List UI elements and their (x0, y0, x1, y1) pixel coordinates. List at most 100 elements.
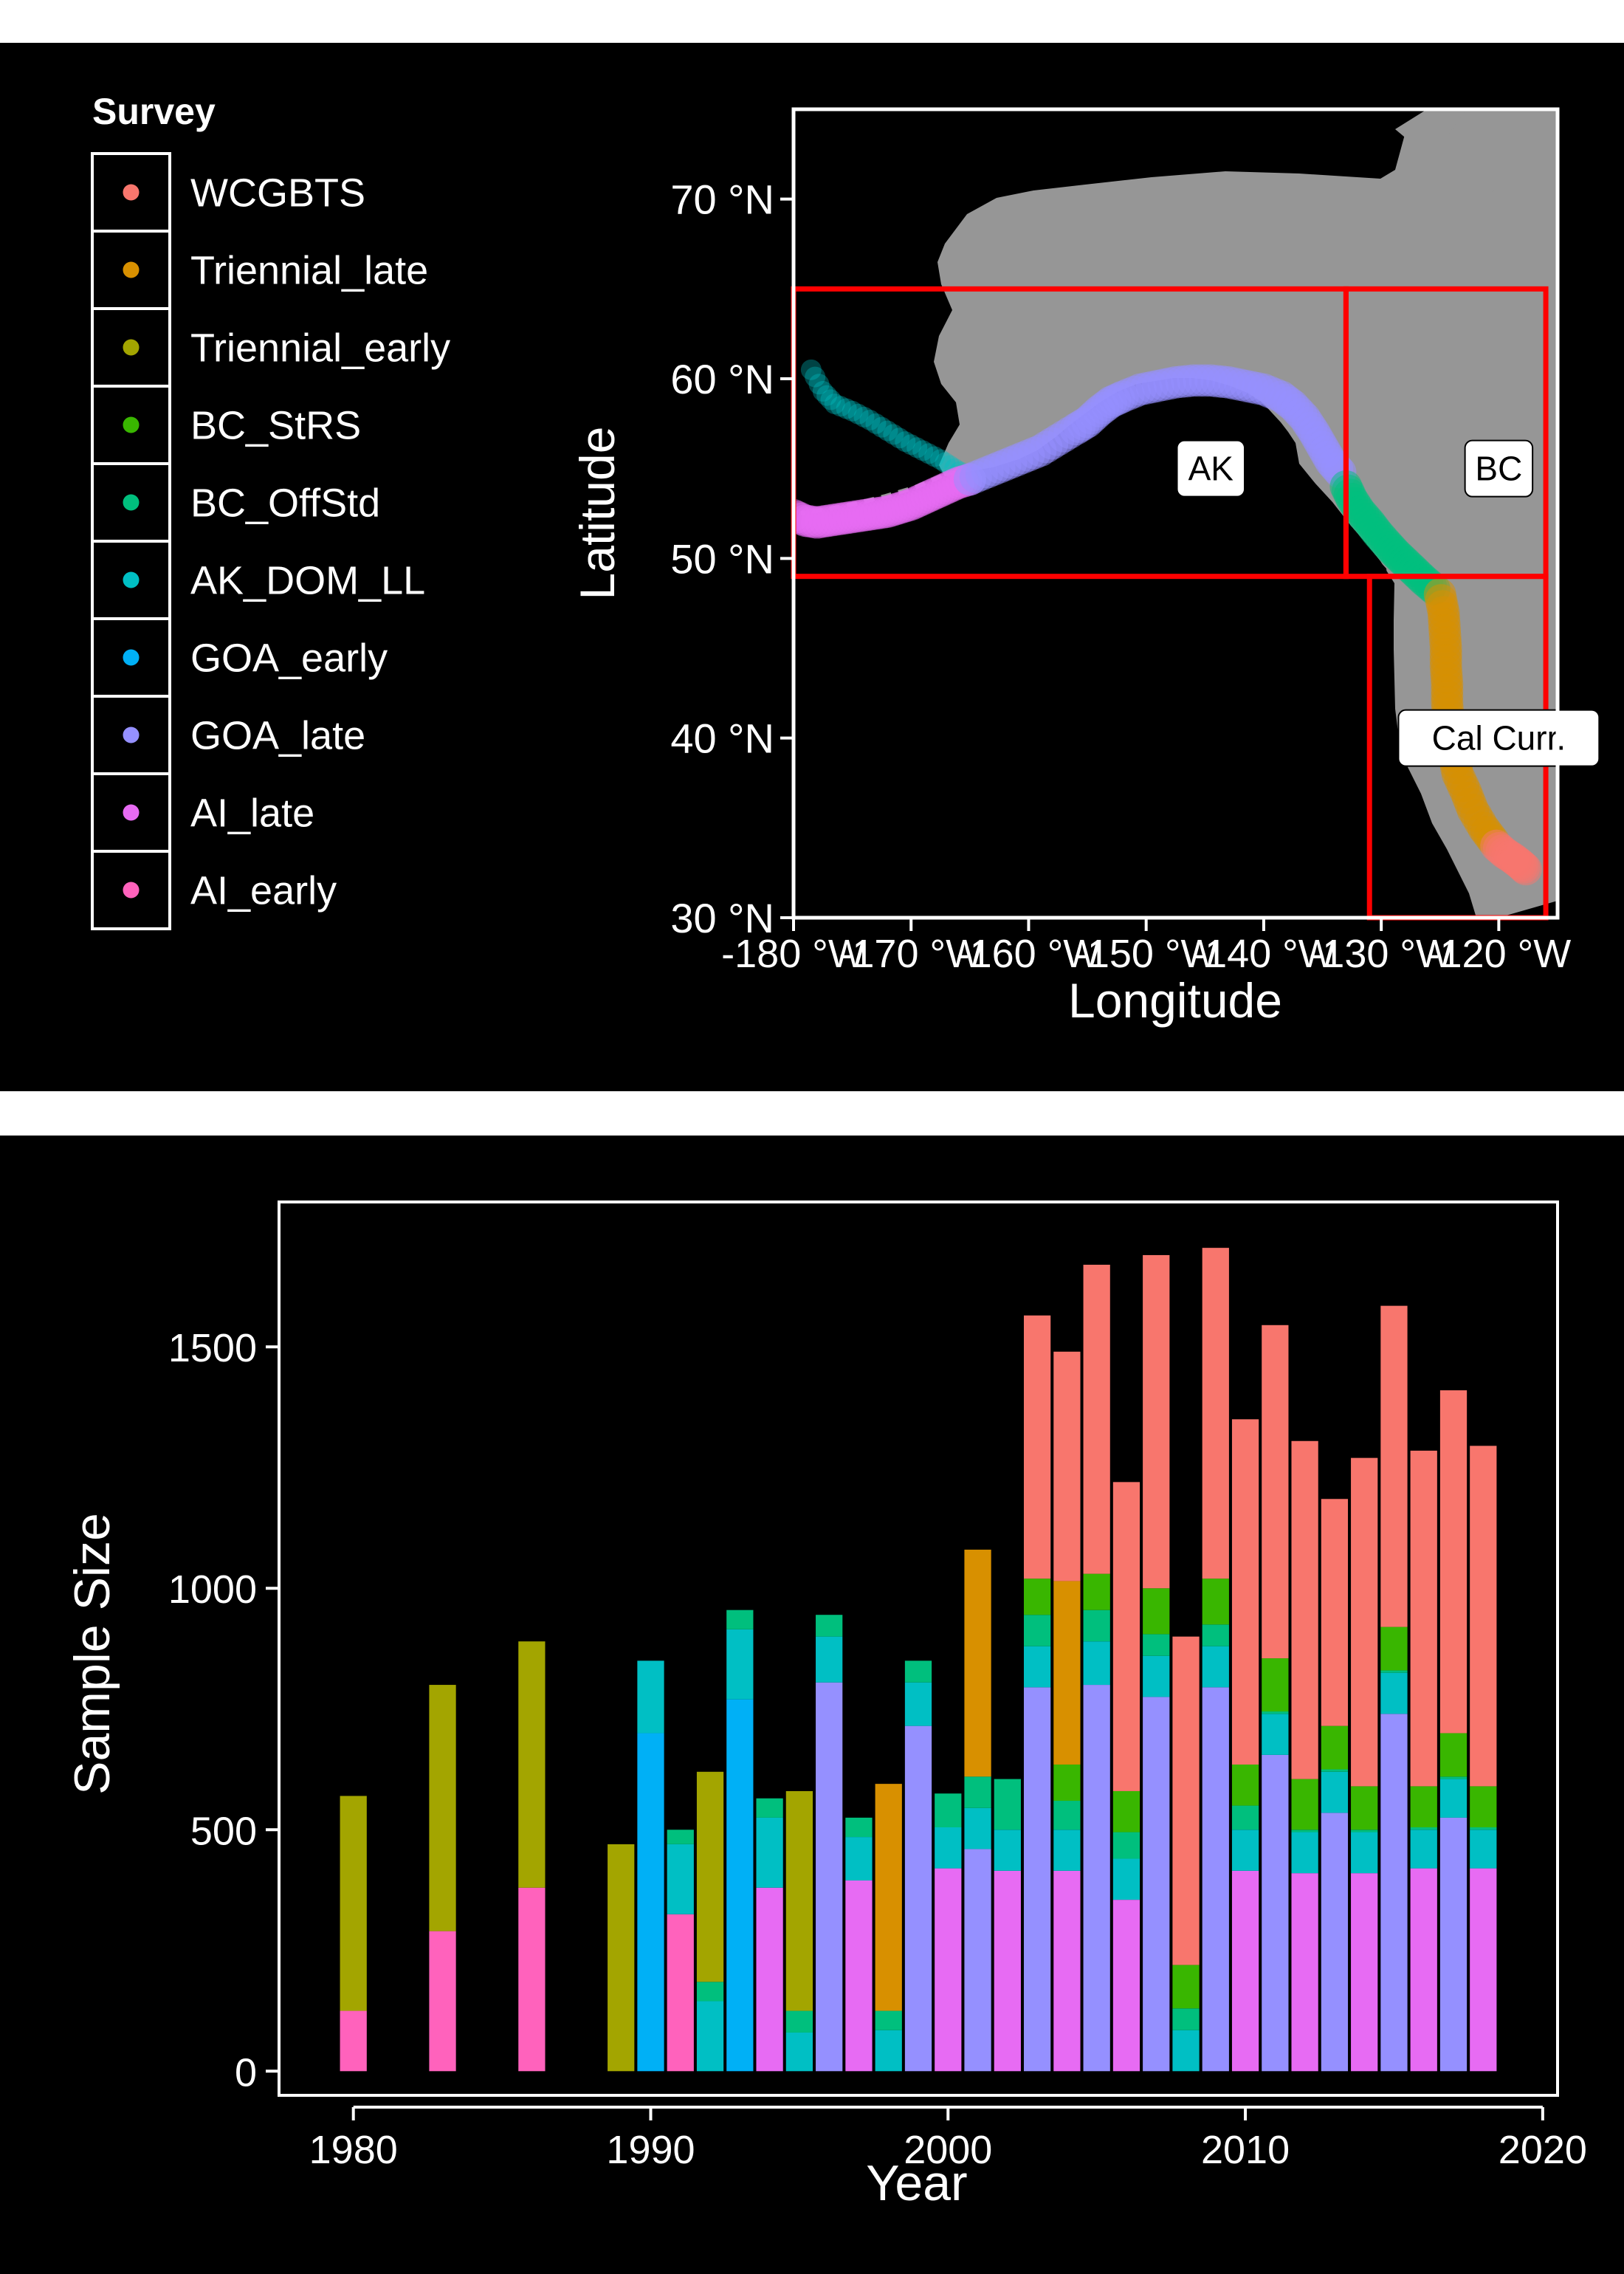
region-label-box (1397, 709, 1600, 767)
legend-entry: GOA_late (91, 695, 365, 775)
legend-entry-label: BC_StRS (190, 404, 361, 448)
bar-segment (964, 1776, 991, 1808)
bar-stack (1202, 1248, 1229, 2072)
bar-segment (1202, 1624, 1229, 1646)
bar-stack (1172, 1636, 1200, 2072)
bar-segment (608, 1844, 635, 2072)
survey-track (953, 364, 1357, 496)
legend-key-dot (123, 882, 140, 899)
bar-segment (696, 1982, 724, 2002)
survey-point (800, 359, 822, 380)
bar-segment (1380, 1672, 1408, 1714)
bar-segment (1053, 1870, 1081, 2072)
bar-stack (1291, 1440, 1318, 2072)
map-x-tick-label: -130 °W (1309, 932, 1453, 976)
bar-segment (1112, 1832, 1140, 1859)
bar-segment (756, 1887, 783, 2072)
bar-segment (1172, 2008, 1200, 2030)
bar-segment (875, 1784, 902, 2011)
bar-segment (696, 2001, 724, 2072)
bar-stack (726, 1610, 754, 2072)
survey-point (853, 406, 875, 427)
survey-point (820, 389, 842, 411)
map-legend: Survey WCGBTS Triennial_late Triennial_ear… (91, 91, 450, 930)
bar-segment (1439, 1733, 1468, 1777)
bar-segment (1262, 1714, 1289, 1755)
legend-entry: GOA_early (91, 617, 388, 698)
legend-entry-label: AI_late (190, 791, 314, 836)
bar-stack (1470, 1446, 1497, 2072)
legend-entry-label: GOA_early (190, 636, 388, 681)
bar-y-tick-label: 1000 (168, 1567, 257, 1612)
region-label: BC (1475, 450, 1522, 488)
map-y-tick-label: 40 °N (670, 715, 774, 762)
bar-segment (1439, 1776, 1468, 1779)
bar-segment (1083, 1265, 1110, 1574)
legend-entry: AI_late (91, 772, 314, 853)
legend-key-dot (123, 494, 140, 511)
bar-x-tick-label: 2000 (904, 2128, 992, 2172)
bar-segment (1410, 1786, 1437, 1827)
bar-panel (0, 1136, 1624, 2274)
bar-segment (845, 1880, 873, 2072)
bar-segment (1470, 1830, 1497, 1869)
region-label: Cal Curr. (1432, 719, 1566, 758)
survey-point (847, 403, 869, 425)
bar-segment (785, 1790, 813, 2011)
bar-segment (1083, 1610, 1110, 1642)
map-x-tick-label: -150 °W (1074, 932, 1219, 976)
bar-segment (667, 1844, 694, 1914)
bar-segment (756, 1817, 783, 1888)
arctic-islands (1465, 151, 1528, 192)
bar-segment (696, 1771, 724, 1982)
bar-segment (1202, 1646, 1229, 1688)
bar-segment (1262, 1754, 1289, 2072)
map-y-axis-label: Latitude (570, 427, 625, 600)
legend-key-dot (123, 726, 140, 743)
bar-segment (1439, 1390, 1468, 1734)
legend-key-dot (123, 571, 140, 588)
region-label: AK (1188, 450, 1234, 488)
legend-entry-label: GOA_late (190, 714, 365, 758)
legend-key-dot (123, 804, 140, 821)
bar-segment (1112, 1858, 1140, 1900)
bar-segment (1410, 1868, 1437, 2072)
bar-stack (935, 1793, 962, 2072)
bar-segment (875, 2010, 902, 2030)
survey-point (889, 427, 910, 449)
bar-segment (845, 1817, 873, 1838)
bar-segment (964, 1807, 991, 1849)
bar-segment (1083, 1641, 1110, 1686)
bar-segment (637, 1733, 664, 2072)
bar-segment (816, 1636, 843, 1683)
bar-segment (994, 1779, 1021, 1830)
bar-segment (816, 1615, 843, 1637)
survey-point (906, 437, 928, 458)
survey-point (901, 434, 922, 456)
bar-x-tick-label: 1990 (606, 2128, 695, 2172)
region-label-box (1464, 439, 1534, 498)
bar-stack (1112, 1482, 1140, 2072)
bar-segment (1172, 2030, 1200, 2072)
survey-point (842, 400, 863, 422)
legend-entry-label: BC_OffStd (190, 481, 380, 526)
bar-segment (1083, 1573, 1110, 1610)
bar-segment (1439, 1817, 1468, 2072)
survey-point (935, 452, 956, 473)
bar-segment (667, 1830, 694, 1844)
survey-point (871, 416, 892, 438)
map-x-tick-label: -120 °W (1427, 932, 1572, 976)
bar-y-tick-label: 1500 (168, 1326, 257, 1370)
bar-segment (1112, 1790, 1140, 1832)
bar-segment (1231, 1870, 1259, 2072)
bar-segment (1202, 1248, 1229, 1579)
bar-segment (935, 1793, 962, 1827)
bar-stack (875, 1784, 902, 2072)
bar-stack (429, 1685, 456, 2072)
bar-segment (1291, 1830, 1318, 1832)
bar-segment (1321, 1771, 1349, 1813)
bar-segment (875, 2030, 902, 2072)
bar-stack (1410, 1450, 1437, 2072)
region-label-box (1176, 439, 1246, 498)
bar-segment (1143, 1588, 1170, 1635)
